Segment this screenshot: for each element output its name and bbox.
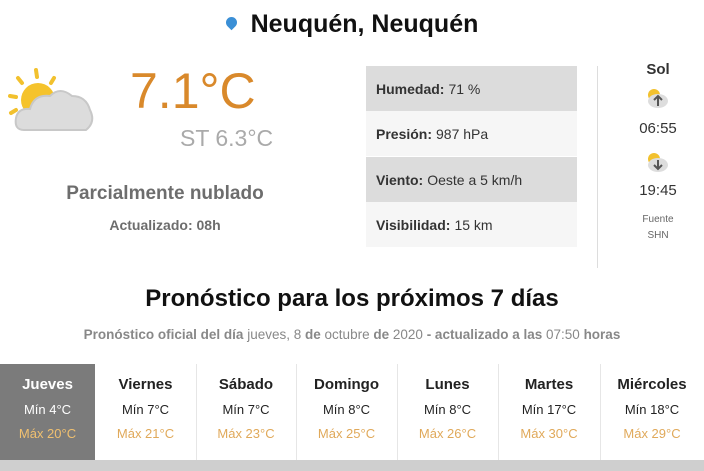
subtitle-part: horas [583, 327, 621, 342]
day-max: Máx 26°C [418, 426, 477, 441]
day-name: Martes [524, 376, 574, 393]
detail-label: Humedad: [376, 80, 445, 97]
subtitle-part: octubre [324, 327, 370, 342]
detail-pressure: Presión: 987 hPa [366, 111, 577, 156]
sunrise-time: 06:55 [639, 120, 677, 137]
subtitle-part: Pronóstico oficial del día [83, 327, 244, 342]
divider [600, 364, 601, 460]
detail-visibility: Visibilidad: 15 km [366, 202, 577, 247]
location-title: Neuquén, Neuquén [0, 10, 704, 39]
detail-wind: Viento: Oeste a 5 km/h [366, 157, 577, 202]
day-max: Máx 20°C [18, 426, 77, 441]
detail-label: Presión: [376, 125, 433, 142]
day-tab-sabado[interactable]: Sábado Mín 7°C Máx 23°C [196, 364, 296, 460]
day-min: Mín 8°C [322, 402, 371, 417]
day-tab-viernes[interactable]: Viernes Mín 7°C Máx 21°C [95, 364, 196, 460]
source-label: Fuente [642, 214, 674, 225]
updated-time: Actualizado: 08h [109, 217, 221, 233]
detail-value: 71 % [448, 80, 481, 97]
divider [296, 364, 297, 460]
subtitle-part: 2020 [392, 327, 423, 342]
subtitle-part: de [373, 327, 390, 342]
divider [597, 66, 598, 268]
detail-value: 15 km [454, 216, 493, 233]
current-temperature: 7.1°C [130, 63, 256, 119]
day-max: Máx 29°C [623, 426, 681, 441]
sun-title: Sol [646, 61, 670, 78]
day-min: Mín 7°C [121, 402, 170, 417]
detail-label: Visibilidad: [376, 216, 451, 233]
location-name: Neuquén, Neuquén [250, 10, 479, 38]
subtitle-part: de [305, 327, 321, 342]
map-pin-icon [223, 14, 239, 31]
day-name: Miércoles [617, 376, 687, 393]
day-max: Máx 25°C [317, 426, 376, 441]
day-min: Mín 7°C [222, 402, 270, 417]
divider [498, 364, 499, 460]
day-name: Sábado [218, 376, 274, 393]
day-tab-domingo[interactable]: Domingo Mín 8°C Máx 25°C [296, 364, 397, 460]
bottom-bar [0, 460, 704, 471]
sunset-time: 19:45 [639, 182, 677, 199]
sunrise-icon [648, 89, 668, 108]
detail-value: Oeste a 5 km/h [427, 171, 523, 188]
feels-like: ST 6.3°C [180, 125, 274, 151]
condition: Parcialmente nublado [66, 183, 264, 204]
day-name: Viernes [118, 376, 173, 393]
day-min: Mín 8°C [423, 402, 472, 417]
day-max: Máx 21°C [116, 426, 175, 441]
day-tab-lunes[interactable]: Lunes Mín 8°C Máx 26°C [397, 364, 498, 460]
detail-humidity: Humedad: 71 % [366, 66, 577, 111]
day-tab-miercoles[interactable]: Miércoles Mín 18°C Máx 29°C [600, 364, 704, 460]
day-min: Mín 17°C [521, 402, 577, 417]
subtitle-part: 07:50 [546, 327, 580, 342]
day-min: Mín 18°C [624, 402, 680, 417]
forecast-heading: Pronóstico para los próximos 7 días [145, 285, 559, 312]
day-max: Máx 30°C [520, 426, 578, 441]
detail-label: Viento: [376, 171, 424, 188]
day-tab-martes[interactable]: Martes Mín 17°C Máx 30°C [498, 364, 600, 460]
subtitle-part: - actualizado a las [426, 327, 543, 342]
forecast-subtitle: Pronóstico oficial del día jueves, 8 de … [0, 327, 704, 342]
day-name: Jueves [22, 376, 73, 393]
subtitle-part: jueves, 8 [247, 327, 302, 342]
day-max: Máx 23°C [217, 426, 275, 441]
day-name: Lunes [425, 376, 470, 393]
source-name: SHN [647, 230, 669, 241]
divider [397, 364, 398, 460]
day-name: Domingo [314, 376, 379, 393]
detail-value: 987 hPa [436, 125, 489, 142]
day-tab-jueves[interactable]: Jueves Mín 4°C Máx 20°C [0, 364, 95, 460]
sunset-icon [648, 153, 668, 172]
divider [196, 364, 197, 460]
partly-cloudy-icon [8, 68, 94, 131]
day-min: Mín 4°C [23, 402, 72, 417]
